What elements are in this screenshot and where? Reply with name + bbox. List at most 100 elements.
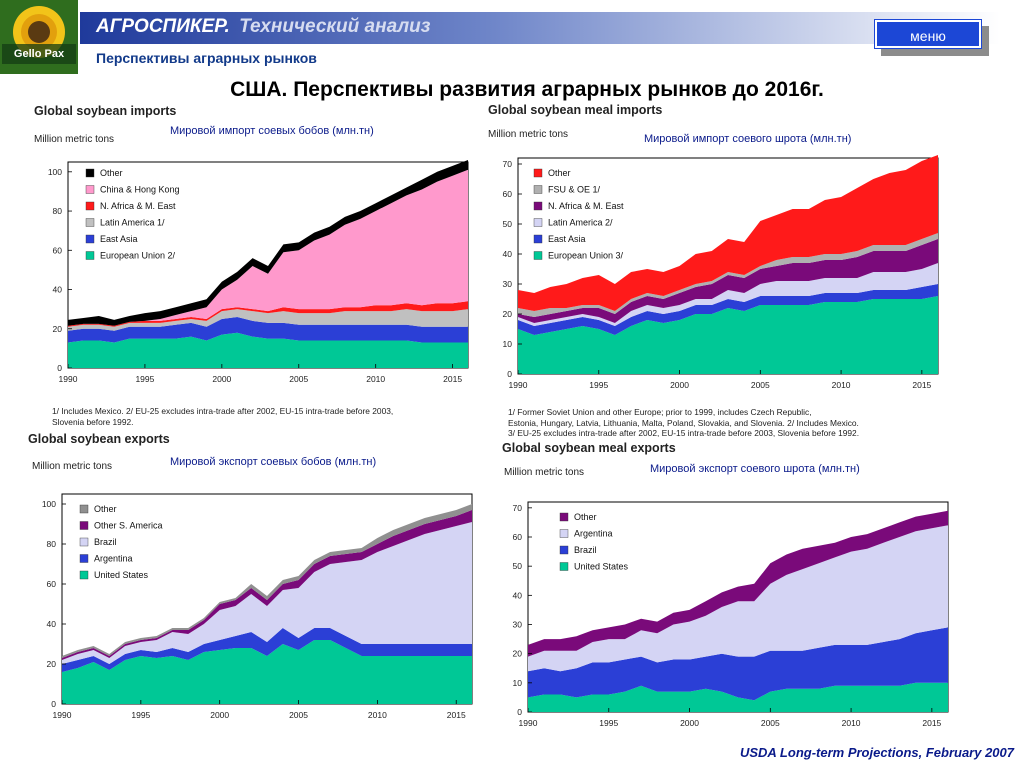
x-tick-label: 2000: [210, 710, 229, 720]
panel-title: Global soybean exports: [28, 432, 170, 446]
footnote-line: Slovenia before 1992.: [52, 416, 134, 427]
area-other: [68, 160, 468, 326]
page-title: США. Перспективы развития аграрных рынко…: [230, 78, 824, 101]
y-tick-label: 60: [47, 579, 57, 589]
panel-title: Global soybean meal imports: [488, 103, 663, 117]
legend-label: United States: [94, 570, 149, 580]
panel-footnote: 1/ Former Soviet Union and other Europe;…: [508, 407, 948, 439]
source-footer: USDA Long-term Projections, February 200…: [739, 745, 1014, 760]
x-tick-label: 1995: [131, 710, 150, 720]
legend-swatch: [85, 185, 95, 194]
y-tick-label: 60: [53, 245, 63, 255]
area-east-asia: [68, 317, 468, 343]
header-title: АГРОСПИКЕР. Технический анализ: [96, 16, 430, 38]
x-tick-label: 2005: [289, 374, 308, 384]
legend-label: Other S. America: [94, 521, 163, 531]
area-brazil: [62, 522, 472, 664]
footnote-line: 1/ Includes Mexico. 2/ EU-25 excludes in…: [52, 406, 394, 416]
x-tick-label: 2005: [761, 718, 780, 728]
area-other: [62, 504, 472, 658]
legend-label: Other: [100, 168, 123, 178]
panel-title: Global soybean imports: [34, 104, 177, 118]
x-tick-label: 1990: [59, 374, 78, 384]
y-tick-label: 50: [513, 561, 523, 571]
area-argentina: [62, 628, 472, 672]
x-tick-label: 1995: [589, 380, 608, 390]
x-tick-label: 2000: [680, 718, 699, 728]
x-tick-label: 2010: [832, 380, 851, 390]
legend-swatch: [533, 168, 543, 178]
panel-unit: Million metric tons: [504, 467, 585, 478]
y-tick-label: 60: [513, 532, 523, 542]
x-tick-label: 1990: [519, 718, 538, 728]
legend-swatch: [533, 251, 543, 260]
y-tick-label: 10: [513, 678, 523, 688]
legend-label: East Asia: [100, 234, 138, 244]
y-tick-label: 70: [513, 503, 523, 513]
x-tick-label: 1990: [509, 380, 528, 390]
footnote-line: 3/ EU-25 excludes intra-trade after 2002…: [508, 428, 860, 438]
y-tick-label: 100: [42, 499, 56, 509]
menu-button[interactable]: меню: [874, 19, 982, 49]
legend-label: Other: [574, 512, 597, 522]
y-tick-label: 40: [47, 619, 57, 629]
legend-label: East Asia: [548, 234, 586, 244]
x-tick-label: 1990: [53, 710, 72, 720]
legend-label: Argentina: [94, 554, 133, 564]
area-united-states: [528, 682, 948, 712]
legend-swatch: [85, 201, 95, 211]
legend-swatch: [85, 234, 95, 244]
legend-swatch: [85, 251, 95, 260]
legend-swatch: [533, 218, 543, 227]
legend-swatch: [559, 545, 569, 555]
area-argentina: [528, 525, 948, 672]
area-other-s-america: [62, 510, 472, 660]
y-tick-label: 100: [48, 167, 62, 177]
chart-soybean-meal-exports: 0 10 20 30 40 50 60 70 1990 1995 2000 2005 2010 2015 O…: [494, 490, 954, 740]
x-tick-label: 2015: [447, 710, 466, 720]
legend-label: Latin America 2/: [548, 218, 613, 228]
legend-label: China & Hong Kong: [100, 185, 180, 195]
panel-footnote: 1/ Includes Mexico. 2/ EU-25 excludes in…: [52, 406, 472, 427]
page-subtitle: Перспективы аграрных рынков: [96, 50, 317, 66]
x-tick-label: 1995: [135, 374, 154, 384]
legend-label: N. Africa & M. East: [100, 201, 176, 211]
legend-label: Other: [94, 504, 117, 514]
legend-swatch: [533, 185, 543, 194]
legend-label: Other: [548, 168, 571, 178]
legend-label: Argentina: [574, 529, 613, 539]
legend-swatch: [533, 201, 543, 211]
y-tick-label: 60: [503, 189, 513, 199]
legend-label: N. Africa & M. East: [548, 201, 624, 211]
legend-swatch: [79, 537, 89, 547]
y-tick-label: 40: [513, 590, 523, 600]
header-bar: [80, 12, 1000, 44]
area-latin-america-2: [518, 263, 938, 326]
y-tick-label: 10: [503, 339, 513, 349]
area-east-asia: [518, 284, 938, 335]
area-brazil: [528, 627, 948, 701]
gello-pax-logo: Gello Pax: [0, 0, 78, 74]
header-brand: АГРОСПИКЕР.: [96, 16, 230, 37]
legend-swatch: [559, 512, 569, 522]
panel-unit: Million metric tons: [488, 129, 569, 140]
legend-swatch: [559, 529, 569, 538]
legend-swatch: [79, 521, 89, 530]
x-tick-label: 2010: [366, 374, 385, 384]
legend-swatch: [533, 234, 543, 244]
y-tick-label: 0: [507, 369, 512, 379]
panel-caption-ru: Мировой экспорт соевых бобов (млн.тн): [170, 456, 377, 468]
legend-label: United States: [574, 562, 629, 572]
x-tick-label: 2005: [289, 710, 308, 720]
y-tick-label: 30: [503, 279, 513, 289]
panel-unit: Million metric tons: [32, 461, 113, 472]
legend-label: European Union 2/: [100, 251, 176, 261]
x-tick-label: 2000: [670, 380, 689, 390]
header-section: Технический анализ: [239, 16, 431, 37]
chart-soybean-imports: 0 20 40 60 80 100 1990 1995 2000 2005 2010 2015 Othe…: [30, 150, 475, 400]
x-tick-label: 2015: [443, 374, 462, 384]
y-tick-label: 20: [47, 659, 57, 669]
panel-caption-ru: Мировой экспорт соевого шрота (млн.тн): [650, 463, 860, 475]
logo-text: Gello Pax: [14, 48, 65, 60]
legend-swatch: [85, 168, 95, 178]
